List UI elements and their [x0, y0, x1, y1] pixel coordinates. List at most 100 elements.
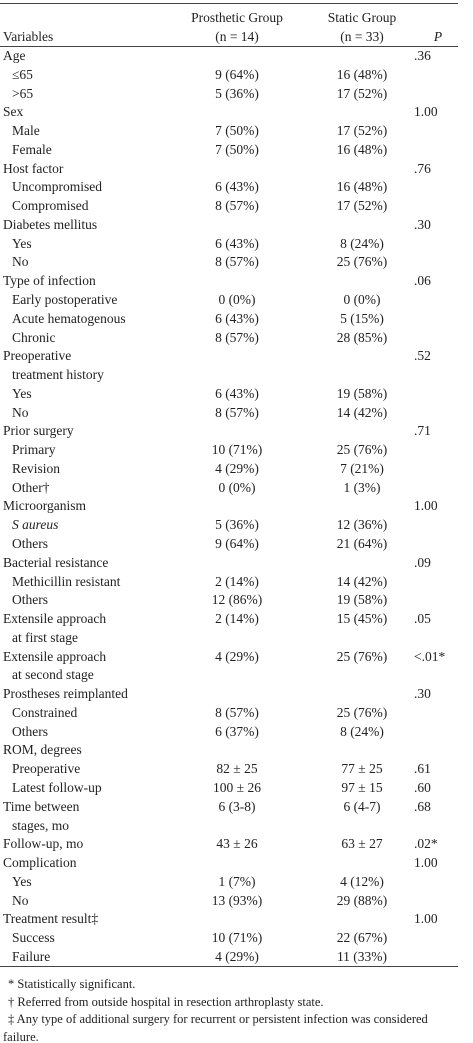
prosthetic-cell: 12 (86%): [211, 592, 263, 608]
prosthetic-cell: 6 (43%): [215, 235, 259, 251]
static-cell: 25 (76%): [336, 442, 388, 458]
row-label: ≤65: [12, 66, 33, 82]
group-label: at second stage: [12, 667, 94, 683]
p-cell: .68: [414, 798, 431, 814]
group-label: Prior surgery: [3, 423, 74, 439]
row-label: Others: [12, 592, 48, 608]
prosthetic-cell: 10 (71%): [211, 442, 263, 458]
row-label: Male: [12, 123, 40, 139]
prosthetic-cell: 100 ± 26: [213, 780, 261, 796]
p-cell: .60: [414, 780, 431, 796]
prosthetic-cell: 8 (57%): [215, 404, 259, 420]
row-label: Female: [12, 141, 52, 157]
footnote: * Statistically significant.: [8, 977, 136, 991]
prosthetic-cell: 6 (3-8): [218, 798, 256, 814]
row-label: S aureus: [12, 517, 59, 533]
static-cell: 25 (76%): [336, 648, 388, 664]
group-label: at first stage: [12, 629, 78, 645]
static-cell: 16 (48%): [336, 66, 388, 82]
static-cell: 5 (15%): [340, 310, 384, 326]
p-cell: .52: [414, 348, 431, 364]
group-label: Bacterial resistance: [3, 554, 109, 570]
group-label: stages, mo: [12, 817, 69, 833]
footnote: † Referred from outside hospital in rese…: [8, 994, 324, 1009]
footnote: ‡ Any type of additional surgery for rec…: [3, 1012, 428, 1043]
static-cell: 14 (42%): [336, 573, 388, 589]
prosthetic-cell: 7 (50%): [215, 141, 259, 157]
header-static-n: (n = 33): [340, 29, 384, 44]
row-label: Constrained: [12, 704, 78, 720]
static-cell: 0 (0%): [343, 292, 381, 307]
static-cell: 25 (76%): [336, 704, 388, 720]
prosthetic-cell: 6 (43%): [215, 385, 259, 401]
group-label: Complication: [3, 855, 77, 871]
prosthetic-cell: 4 (29%): [215, 648, 259, 664]
top-rule: [0, 3, 458, 4]
group-label: Age: [3, 48, 26, 63]
p-cell: .71: [414, 423, 431, 439]
static-cell: 22 (67%): [336, 930, 388, 946]
static-cell: 11 (33%): [336, 948, 388, 964]
row-label: Revision: [12, 460, 61, 476]
p-cell: <.01*: [414, 648, 446, 664]
prosthetic-cell: 4 (29%): [215, 948, 259, 964]
prosthetic-cell: 1 (7%): [218, 873, 256, 889]
p-cell: .05: [414, 611, 431, 627]
row-label: Yes: [12, 385, 32, 401]
static-cell: 28 (85%): [336, 329, 388, 345]
p-cell: .30: [414, 686, 431, 702]
static-cell: 97 ± 15: [341, 780, 383, 796]
footnotes: * Statistically significant. † Referred f…: [3, 976, 465, 1043]
prosthetic-cell: 9 (64%): [215, 536, 259, 552]
row-label: Early postoperative: [12, 292, 118, 307]
group-label: Prostheses reimplanted: [3, 686, 128, 702]
row-label: Others: [12, 536, 48, 552]
static-cell: 17 (52%): [336, 85, 388, 101]
row-label: No: [12, 254, 29, 270]
static-cell: 14 (42%): [336, 404, 388, 420]
p-cell: 1.00: [414, 498, 438, 514]
row-label: Methicillin resistant: [12, 573, 121, 589]
row-label: Latest follow-up: [12, 780, 102, 796]
prosthetic-cell: 2 (14%): [215, 611, 259, 627]
row-label: Primary: [12, 442, 56, 458]
header-prosthetic-n: (n = 14): [215, 29, 259, 44]
group-label: Follow-up, mo: [3, 836, 84, 852]
bottom-rule: [0, 966, 458, 967]
static-cell: 12 (36%): [336, 517, 388, 533]
prosthetic-cell: 10 (71%): [211, 930, 263, 946]
group-label: Diabetes mellitus: [3, 216, 98, 232]
static-cell: 6 (4-7): [343, 798, 381, 814]
static-cell: 15 (45%): [336, 611, 388, 627]
header-variables: Variables: [3, 29, 54, 44]
row-label: Failure: [12, 948, 51, 964]
row-label: Acute hematogenous: [12, 310, 126, 326]
prosthetic-cell: 9 (64%): [215, 66, 259, 82]
group-label: ROM, degrees: [3, 742, 82, 758]
prosthetic-cell: 7 (50%): [215, 123, 259, 139]
static-cell: 25 (76%): [336, 254, 388, 270]
static-cell: 17 (52%): [336, 198, 388, 214]
prosthetic-cell: 43 ± 26: [216, 836, 258, 852]
row-label: Chronic: [12, 329, 56, 345]
static-cell: 63 ± 27: [341, 836, 383, 852]
header-prosthetic: Prosthetic Group: [191, 10, 283, 25]
p-cell: 1.00: [414, 104, 438, 120]
static-cell: 19 (58%): [336, 385, 388, 401]
row-label: Uncompromised: [12, 179, 102, 195]
prosthetic-cell: 0 (0%): [218, 479, 256, 495]
prosthetic-cell: 8 (57%): [215, 198, 259, 214]
p-cell: .30: [414, 216, 431, 232]
row-label: Yes: [12, 873, 32, 889]
static-cell: 29 (88%): [336, 892, 388, 908]
static-cell: 8 (24%): [340, 235, 384, 251]
header-static: Static Group: [327, 10, 397, 25]
group-label: Time between: [3, 798, 80, 814]
p-cell: .76: [414, 160, 431, 176]
header-rule: [0, 46, 458, 47]
row-label: Others: [12, 723, 48, 739]
row-label: Preoperative: [12, 761, 81, 777]
static-cell: 8 (24%): [340, 723, 384, 739]
prosthetic-cell: 82 ± 25: [216, 761, 258, 777]
